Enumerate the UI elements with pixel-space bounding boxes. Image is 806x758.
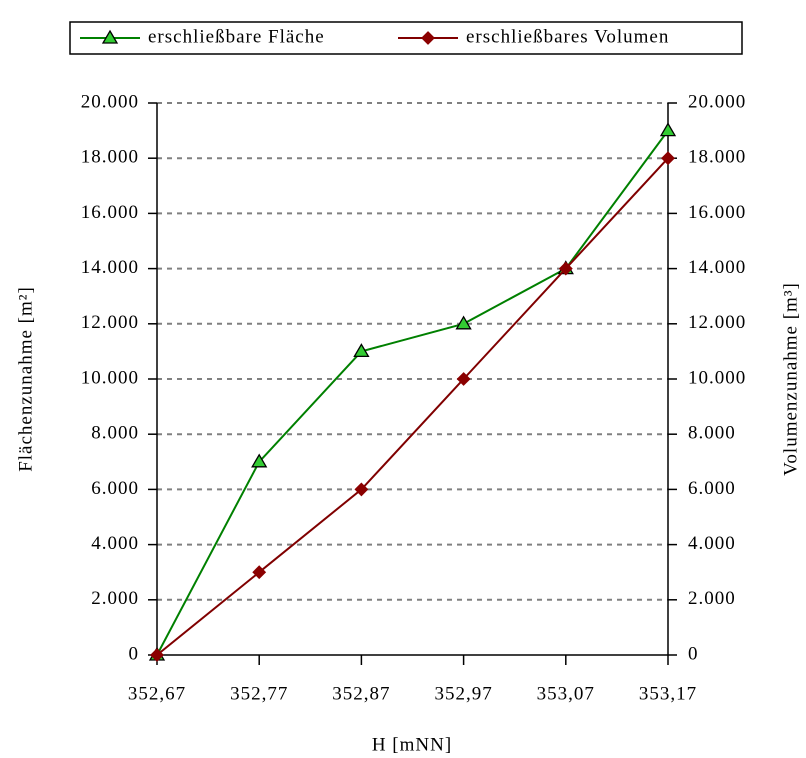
y2-tick-label: 6.000 (688, 478, 736, 499)
data-point (251, 453, 268, 468)
y-tick-label: 2.000 (91, 588, 139, 609)
series-line (156, 130, 669, 656)
x-axis-label: H [mNN] (372, 734, 452, 755)
x-tick-label: 353,07 (537, 683, 595, 704)
legend-marker (421, 31, 435, 45)
data-point (456, 372, 471, 386)
legend-label: erschließbares Volumen (466, 26, 669, 47)
y2-tick-label: 14.000 (688, 257, 746, 278)
legend-marker (101, 29, 119, 44)
x-tick-label: 353,17 (639, 683, 697, 704)
y-tick-label: 0 (129, 643, 140, 664)
y-tick-label: 14.000 (81, 257, 139, 278)
x-tick-label: 352,87 (332, 683, 390, 704)
y2-axis-label: Volumenzunahme [m³] (780, 282, 801, 476)
y-tick-label: 18.000 (81, 147, 139, 168)
y-tick-label: 10.000 (81, 367, 139, 388)
x-tick-label: 352,77 (230, 683, 288, 704)
data-point (353, 343, 370, 358)
y2-tick-label: 18.000 (688, 147, 746, 168)
x-tick-label: 352,67 (128, 683, 186, 704)
series-line (156, 157, 669, 656)
data-point (150, 648, 164, 662)
y2-tick-label: 10.000 (688, 367, 746, 388)
data-point (661, 151, 675, 166)
y2-tick-label: 8.000 (688, 423, 736, 444)
y-tick-label: 20.000 (81, 91, 139, 112)
legend-label: erschließbare Fläche (148, 26, 325, 47)
data-point (659, 122, 677, 137)
data-point (252, 565, 267, 580)
y-tick-label: 12.000 (81, 312, 139, 333)
y2-tick-label: 12.000 (688, 312, 746, 333)
y-tick-label: 4.000 (91, 533, 139, 554)
y2-tick-label: 4.000 (688, 533, 736, 554)
y2-tick-label: 2.000 (688, 588, 736, 609)
y-tick-label: 8.000 (91, 423, 139, 444)
y-axis-label: Flächenzunahme [m²] (15, 286, 36, 472)
y2-tick-label: 16.000 (688, 202, 746, 223)
y-tick-label: 6.000 (91, 478, 139, 499)
data-point (558, 261, 573, 276)
data-point (455, 315, 472, 330)
data-point (354, 482, 369, 497)
y2-tick-label: 20.000 (688, 91, 746, 112)
x-tick-label: 352,97 (434, 683, 492, 704)
y2-tick-label: 0 (688, 643, 699, 664)
y-tick-label: 16.000 (81, 202, 139, 223)
